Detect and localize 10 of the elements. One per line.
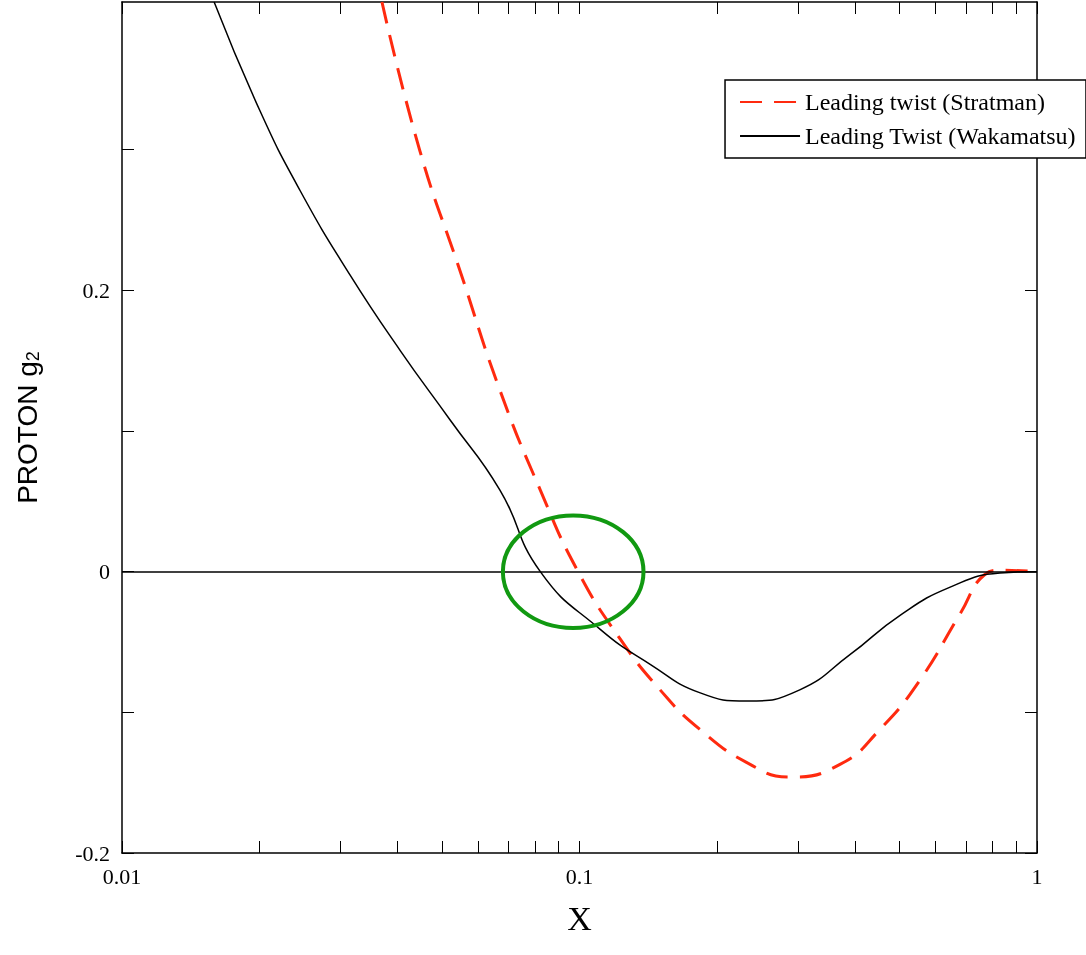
y-tick-label: -0.2 (75, 840, 110, 866)
x-tick-label: 0.01 (102, 863, 142, 889)
x-axis-title: X (567, 899, 592, 937)
legend-label: Leading Twist (Wakamatsu) (805, 123, 1076, 149)
x-tick-label: 0.1 (565, 863, 594, 889)
legend-label: Leading twist (Stratman) (805, 89, 1045, 115)
x-tick-label: 1 (1031, 863, 1043, 889)
y-tick-label: 0 (99, 559, 110, 585)
y-tick-label: 0.2 (82, 277, 110, 303)
y-axis-title: PROTON g2 (11, 351, 43, 504)
